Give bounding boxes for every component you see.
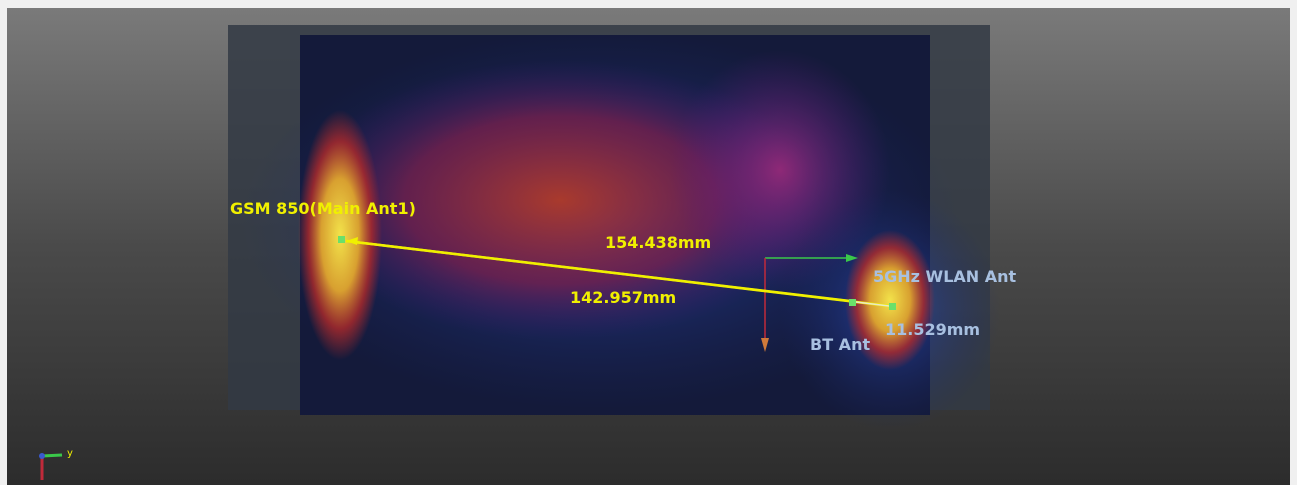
- triad-x-axis: [39, 453, 45, 459]
- axis-triad: y: [39, 448, 73, 480]
- measure-line: [855, 301, 890, 307]
- antenna-point: [338, 236, 345, 243]
- antenna-label: 5GHz WLAN Ant: [873, 267, 1017, 286]
- local-axis-z-head: [761, 338, 769, 352]
- local-axis-x-head: [846, 254, 858, 262]
- arrow-head: [346, 237, 358, 245]
- antenna-point: [889, 303, 896, 310]
- measurement-label: 11.529mm: [885, 320, 980, 339]
- antenna-label: GSM 850(Main Ant1): [230, 199, 416, 218]
- heat-yellow-right: [845, 230, 935, 370]
- triad-y-axis: [41, 453, 63, 458]
- measure-line: [345, 239, 851, 303]
- heat-yellow-left: [298, 110, 382, 360]
- antenna-label: BT Ant: [810, 335, 870, 354]
- measurement-label: 154.438mm: [605, 233, 711, 252]
- measurement-label: 142.957mm: [570, 288, 676, 307]
- antenna-point: [849, 299, 856, 306]
- triad-label: y: [67, 448, 73, 459]
